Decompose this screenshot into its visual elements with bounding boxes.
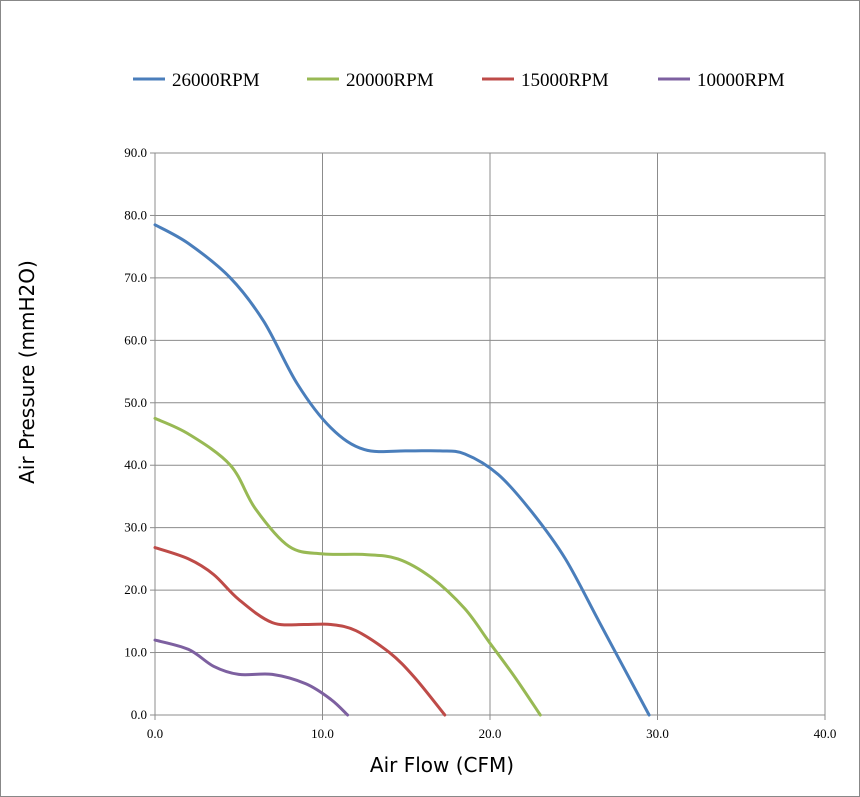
legend-label: 26000RPM	[172, 70, 260, 91]
series-line-10000rpm	[153, 638, 350, 717]
x-tick-label: 0.0	[147, 726, 163, 741]
x-tick-label: 40.0	[814, 726, 837, 741]
legend-item-20000rpm: 20000RPM	[307, 70, 434, 91]
legend-item-15000rpm: 15000RPM	[482, 70, 609, 91]
x-tick-label: 10.0	[311, 726, 334, 741]
y-tick-label: 30.0	[124, 520, 147, 535]
legend-label: 20000RPM	[346, 70, 434, 91]
series-line-15000rpm	[153, 546, 447, 717]
series-line-20000rpm	[153, 416, 542, 717]
series-line-26000rpm	[153, 223, 651, 717]
tick-layer: 0.0 10.0 20.0 30.0 40.0 50.0 60.0 70.0 80.0 90.0 0…	[124, 145, 836, 741]
y-tick-label: 50.0	[124, 395, 147, 410]
legend-item-10000rpm: 10000RPM	[658, 70, 785, 91]
legend-label: 15000RPM	[521, 70, 609, 91]
y-tick-label: 70.0	[124, 270, 147, 285]
y-tick-label: 80.0	[124, 207, 147, 222]
legend: 26000RPM 20000RPM 15000RPM 10000RPM	[133, 70, 785, 91]
series-layer	[153, 223, 651, 717]
x-axis-title: Air Flow (CFM)	[370, 753, 514, 777]
legend-label: 10000RPM	[697, 70, 785, 91]
y-axis-title: Air Pressure (mmH2O)	[15, 260, 39, 484]
legend-item-26000rpm: 26000RPM	[133, 70, 260, 91]
x-tick-label: 30.0	[646, 726, 669, 741]
y-tick-label: 0.0	[131, 707, 147, 722]
y-tick-label: 20.0	[124, 582, 147, 597]
y-tick-label: 60.0	[124, 332, 147, 347]
y-tick-label: 90.0	[124, 145, 147, 160]
y-tick-label: 40.0	[124, 457, 147, 472]
x-tick-label: 20.0	[479, 726, 502, 741]
y-tick-label: 10.0	[124, 645, 147, 660]
grid-layer	[154, 152, 826, 716]
